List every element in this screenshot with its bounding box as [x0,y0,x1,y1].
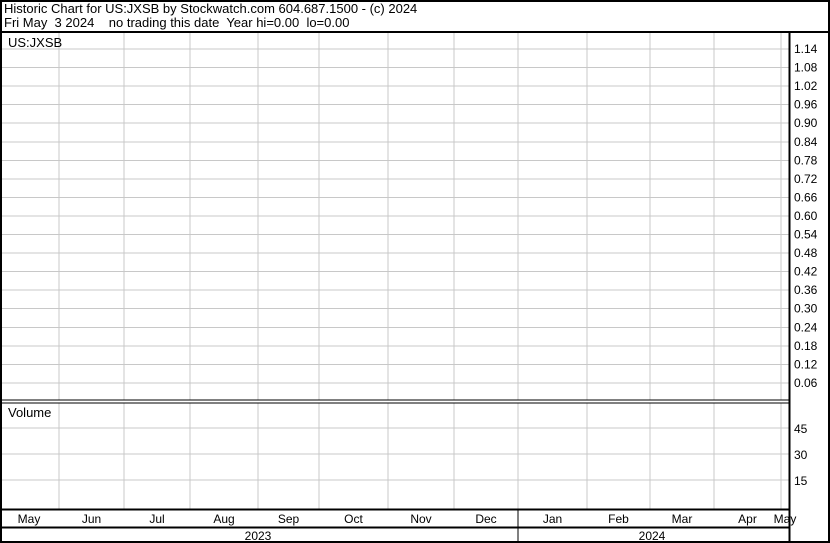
month-label: Jan [543,512,562,526]
month-label: May [774,512,797,526]
chart-title: Historic Chart for US:JXSB by Stockwatch… [4,1,418,16]
price-tick-label: 0.78 [794,153,818,167]
month-label: May [18,512,41,526]
price-tick-label: 0.06 [794,376,818,390]
price-tick-label: 1.02 [794,79,818,93]
price-tick-label: 0.48 [794,246,818,260]
price-tick-label: 0.42 [794,265,818,279]
price-tick-label: 0.60 [794,209,818,223]
price-tick-label: 0.36 [794,283,818,297]
price-tick-label: 0.72 [794,172,818,186]
price-tick-label: 0.54 [794,228,818,242]
price-tick-label: 0.30 [794,302,818,316]
month-label: Mar [672,512,693,526]
price-tick-label: 0.90 [794,116,818,130]
month-label: Feb [608,512,629,526]
month-label: Nov [410,512,431,526]
month-label: Jun [82,512,101,526]
year-label: 2024 [639,529,666,543]
month-label: Dec [475,512,496,526]
price-tick-label: 0.96 [794,98,818,112]
volume-tick-label: 45 [794,422,808,436]
month-label: Apr [738,512,757,526]
month-label: Sep [278,512,300,526]
price-tick-label: 0.84 [794,135,818,149]
price-tick-label: 0.24 [794,320,818,334]
volume-tick-label: 15 [794,474,808,488]
month-label: Aug [213,512,234,526]
price-tick-label: 1.14 [794,42,818,56]
month-label: Oct [344,512,363,526]
month-label: Jul [149,512,164,526]
price-tick-label: 0.12 [794,357,818,371]
symbol-label: US:JXSB [8,35,63,50]
price-tick-label: 1.08 [794,61,818,75]
chart-status-line: Fri May 3 2024 no trading this date Year… [4,15,350,30]
year-label: 2023 [245,529,272,543]
volume-tick-label: 30 [794,448,808,462]
price-tick-label: 0.66 [794,190,818,204]
volume-label: Volume [8,405,52,420]
price-tick-label: 0.18 [794,339,818,353]
